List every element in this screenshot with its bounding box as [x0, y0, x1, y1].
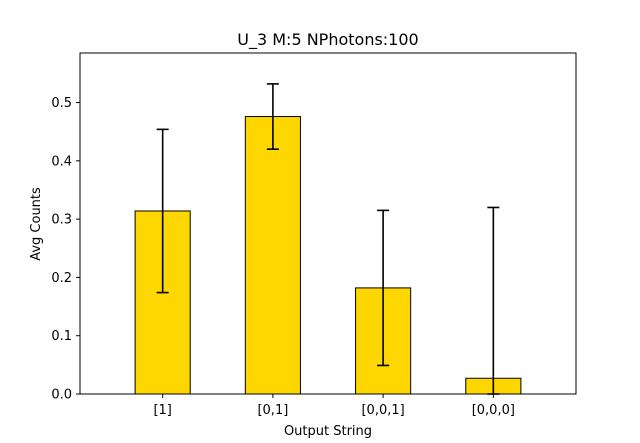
y-tick-label: 0.2	[51, 271, 72, 286]
y-axis-label: Avg Counts	[29, 187, 44, 261]
x-tick-label: [0,0,1]	[361, 403, 404, 418]
chart-title: U_3 M:5 NPhotons:100	[237, 30, 418, 50]
bar	[244, 116, 301, 395]
x-tick-label: [1]	[153, 403, 171, 418]
y-tick-label: 0.4	[51, 154, 72, 169]
y-tick-label: 0.3	[51, 213, 72, 228]
y-tick-label: 0.0	[51, 388, 72, 403]
x-tick-label: [0,1]	[257, 403, 288, 418]
y-tick-label: 0.1	[51, 329, 72, 344]
plot-frame	[79, 52, 577, 395]
x-tick-label: [0,0,0]	[472, 403, 515, 418]
plot-area: 0.0 0.1 0.2 0.3 0.4 0.5 [1] [0,1] [0,0,1] [0,0,0]	[51, 52, 577, 418]
x-axis-label: Output String	[284, 424, 372, 439]
y-tick-label: 0.5	[51, 96, 72, 111]
